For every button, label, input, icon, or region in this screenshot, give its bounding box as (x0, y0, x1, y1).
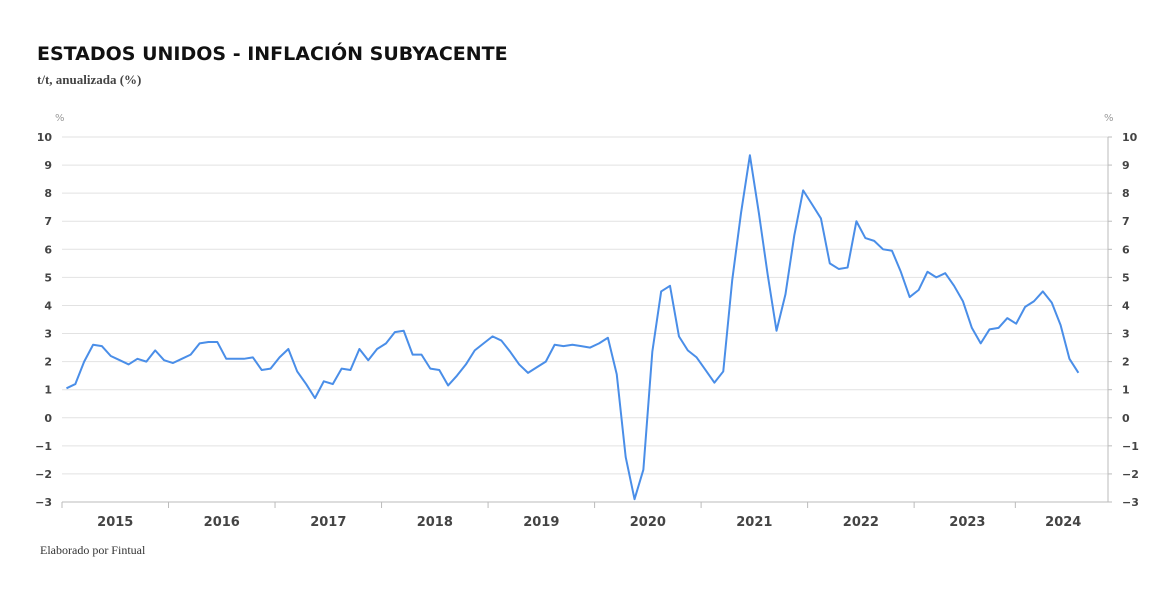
x-tick-label: 2018 (417, 515, 453, 530)
x-tick-label: 2022 (843, 515, 879, 530)
x-tick-label: 2020 (630, 515, 666, 530)
y2-tick-label: −2 (1122, 468, 1139, 481)
x-tick-label: 2015 (97, 515, 133, 530)
y-tick-label: 0 (44, 412, 52, 425)
x-tick-label: 2019 (523, 515, 559, 530)
y-tick-label: −1 (35, 440, 52, 453)
y-tick-label: 7 (44, 215, 52, 228)
x-tick-label: 2023 (949, 515, 985, 530)
y2-tick-label: 3 (1122, 328, 1130, 341)
y-tick-label: 2 (44, 356, 52, 369)
x-tick-label: 2021 (736, 515, 772, 530)
y2-tick-label: 2 (1122, 356, 1130, 369)
y2-axis-unit: % (1104, 113, 1114, 124)
y-tick-label: 5 (44, 271, 52, 284)
y-tick-label: −3 (35, 496, 52, 509)
y2-tick-label: 4 (1122, 299, 1130, 312)
y-tick-label: 3 (44, 328, 52, 341)
data-line (66, 154, 1080, 501)
x-tick-label: 2017 (310, 515, 346, 530)
y-tick-label: 1 (44, 384, 52, 397)
y-axis-unit: % (55, 113, 65, 124)
y2-tick-label: 5 (1122, 271, 1130, 284)
y2-tick-label: −1 (1122, 440, 1139, 453)
y2-tick-label: −3 (1122, 496, 1139, 509)
y2-tick-label: 6 (1122, 243, 1130, 256)
y2-tick-label: 0 (1122, 412, 1130, 425)
y2-tick-label: 10 (1122, 131, 1138, 144)
y2-tick-label: 9 (1122, 159, 1130, 172)
y2-tick-label: 1 (1122, 384, 1130, 397)
chart-subtitle: t/t, anualizada (%) (37, 72, 141, 87)
x-tick-label: 2016 (204, 515, 240, 530)
source-note: Elaborado por Fintual (40, 543, 146, 557)
chart-title: ESTADOS UNIDOS - INFLACIÓN SUBYACENTE (37, 41, 508, 65)
y-tick-label: 10 (37, 131, 53, 144)
y2-tick-label: 7 (1122, 215, 1130, 228)
y-tick-label: 6 (44, 243, 52, 256)
y-tick-label: 9 (44, 159, 52, 172)
x-tick-label: 2024 (1045, 515, 1081, 530)
y-tick-label: 4 (44, 299, 52, 312)
y2-tick-label: 8 (1122, 187, 1130, 200)
y-tick-label: −2 (35, 468, 52, 481)
y-tick-label: 8 (44, 187, 52, 200)
